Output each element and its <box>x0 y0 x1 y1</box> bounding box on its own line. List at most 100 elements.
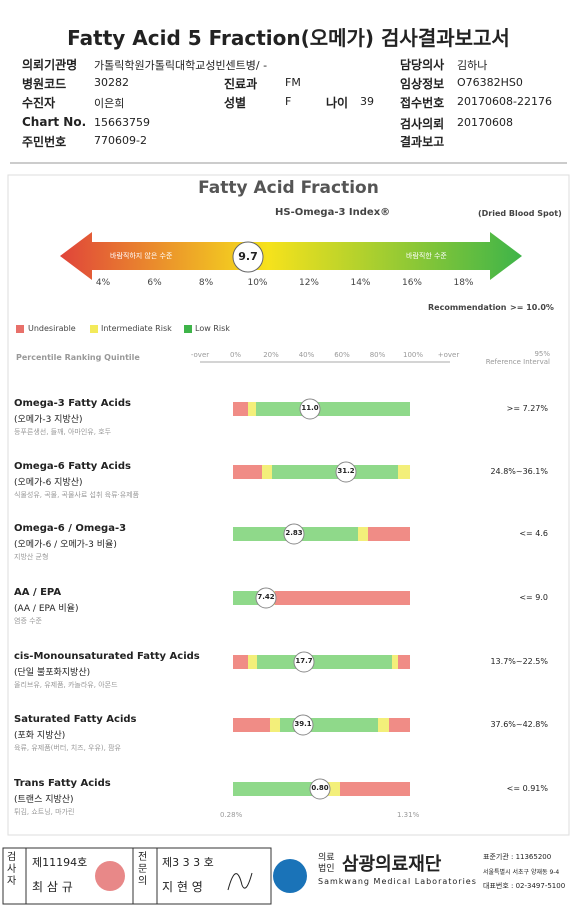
row-foods: 튀김, 쇼트닝, 마가린 <box>14 808 75 816</box>
row-value: 2.83 <box>285 529 303 537</box>
scale-label: 80% <box>369 351 386 359</box>
zone-bar <box>233 718 270 732</box>
zone-bar <box>248 655 257 669</box>
index-value: 9.7 <box>238 250 258 263</box>
sign-label: 전문의 <box>138 852 148 887</box>
field-value: 김하나 <box>457 59 488 72</box>
field-value: 30282 <box>94 76 129 89</box>
range-label: 0.28% <box>220 811 243 819</box>
scale-label: 60% <box>334 351 350 359</box>
sign-name: 최 삼 규 <box>32 880 73 894</box>
index-tick: 18% <box>453 278 474 288</box>
row-value: 0.80 <box>311 784 329 792</box>
value-marker <box>292 714 314 736</box>
field-label: 검사의뢰 <box>400 117 445 131</box>
arrow-text: 바람직한 수준 <box>406 252 447 260</box>
scale-label: 0% <box>229 351 242 359</box>
seal <box>95 861 125 891</box>
row-value: 39.1 <box>294 720 312 728</box>
field-value: 이은희 <box>94 97 125 110</box>
field-value: 가톨릭학원가톨릭대학교성빈센트병/ - <box>94 59 268 72</box>
zone-bar <box>257 655 392 669</box>
scale-title: Percentile Ranking Quintile <box>16 353 140 362</box>
row-name: Omega-6 Fatty Acids <box>14 461 131 472</box>
index-subtitle: HS-Omega-3 Index® <box>275 207 391 218</box>
zone-bar <box>270 718 280 732</box>
row-name: cis-Monounsaturated Fatty Acids <box>14 651 200 662</box>
row-value: 7.42 <box>257 593 275 601</box>
title: Fatty Acid 5 Fraction(오메가) 검사결과보고서 <box>67 26 510 50</box>
row-korean: (포화 지방산) <box>14 731 66 741</box>
field-label: 접수번호 <box>400 96 445 110</box>
row-foods: 등푸른생선, 들깨, 아마인유, 호두 <box>14 428 112 436</box>
zone-bar <box>256 402 410 416</box>
zone-bar <box>262 465 272 479</box>
legend-swatch <box>90 325 98 333</box>
index-arrow <box>60 232 522 280</box>
index-tick: 12% <box>298 278 319 288</box>
zone-bar <box>272 465 398 479</box>
field-value: O76382HS0 <box>457 76 523 89</box>
row-reference: 24.8%~36.1% <box>490 467 548 476</box>
field-value: 20170608-22176 <box>457 95 552 108</box>
org-en: Samkwang Medical Laboratories <box>318 877 477 886</box>
field-label: 담당의사 <box>400 58 445 72</box>
index-tick: 4% <box>95 278 111 288</box>
field-value: 770609-2 <box>94 134 147 147</box>
row-foods: 염증 수준 <box>14 617 42 625</box>
row-foods: 육류, 유제품(버터, 치즈, 우유), 팜유 <box>14 744 121 752</box>
signature <box>227 872 253 891</box>
sign-no: 제3 3 3 호 <box>162 856 214 869</box>
scale-label: 100% <box>402 351 423 359</box>
row-name: AA / EPA <box>14 587 62 598</box>
zone-bar <box>275 591 410 605</box>
zone-bar <box>233 465 262 479</box>
field-label: 진료과 <box>224 77 258 91</box>
legend-label: Undesirable <box>28 324 76 333</box>
index-tick: 10% <box>247 278 268 288</box>
value-marker <box>293 651 315 673</box>
row-korean: (오메가-6 / 오메가-3 비율) <box>14 540 117 550</box>
index-tick: 14% <box>350 278 371 288</box>
row-name: Trans Fatty Acids <box>14 778 111 789</box>
row-value: 31.2 <box>337 467 355 475</box>
zone-bar <box>340 782 410 796</box>
zone-bar <box>248 402 256 416</box>
zone-bar <box>358 527 368 541</box>
field-value: 15663759 <box>94 116 150 129</box>
scale-label: -over <box>190 351 210 359</box>
row-reference: 13.7%~22.5% <box>490 657 548 666</box>
row-foods: 식물성유, 곡물, 곡물사료 섭취 육류·유제품 <box>14 491 140 499</box>
row-value: 17.7 <box>295 657 313 665</box>
org-address: 서울특별시 서초구 양재동 9-4 <box>483 869 560 876</box>
row-korean: (트랜스 지방산) <box>14 795 74 805</box>
row-reference: <= 4.6 <box>519 529 548 538</box>
index-marker <box>232 241 264 273</box>
org-prefix: 의료법인 <box>318 853 335 874</box>
row-reference: >= 7.27% <box>506 404 548 413</box>
row-reference: <= 0.91% <box>506 784 548 793</box>
row-korean: (오메가-6 지방산) <box>14 478 83 488</box>
row-foods: 지방산 균형 <box>14 553 49 561</box>
scale-label: +over <box>437 351 460 359</box>
field-value: FM <box>285 76 301 89</box>
index-tick: 16% <box>401 278 422 288</box>
zone-bar <box>233 782 328 796</box>
reference-header: 95% Reference Interval <box>485 350 550 366</box>
field-label: 의뢰기관명 <box>22 58 78 72</box>
sign-label: 검사자 <box>7 852 17 887</box>
index-tick: 6% <box>147 278 162 288</box>
panel <box>7 174 570 836</box>
zone-bar <box>233 591 262 605</box>
field-value: 20170608 <box>457 116 513 129</box>
legend-label: Low Risk <box>195 324 230 333</box>
row-korean: (오메가-3 지방산) <box>14 415 83 425</box>
zone-bar <box>233 655 248 669</box>
field-label: 성별 <box>224 96 247 110</box>
org-name: 삼광의료재단 <box>342 854 442 875</box>
zone-bar <box>368 527 410 541</box>
value-marker <box>283 523 305 545</box>
field-label: Chart No. <box>22 115 87 129</box>
scale-label: 20% <box>263 351 279 359</box>
